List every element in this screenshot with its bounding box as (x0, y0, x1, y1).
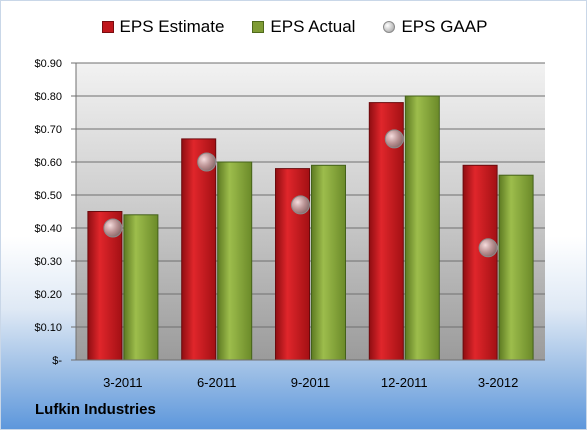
bar-eps-actual (404, 95, 440, 361)
legend-item-eps-estimate: EPS Estimate (101, 17, 225, 37)
bar-eps-estimate (462, 164, 498, 361)
x-tick-label: 3-2011 (103, 375, 143, 390)
y-tick-label: $0.30 (34, 256, 62, 268)
legend-label-eps-estimate: EPS Estimate (119, 17, 225, 36)
marker-eps-gaap (103, 218, 123, 238)
legend-item-eps-gaap: EPS GAAP (383, 17, 487, 37)
y-tick-label: $- (52, 355, 62, 367)
y-tick-label: $0.80 (34, 91, 62, 103)
y-tick-label: $0.20 (34, 289, 62, 301)
bar-eps-estimate (181, 138, 217, 361)
legend-label-eps-actual: EPS Actual (270, 17, 356, 36)
legend-swatch-eps-gaap (383, 21, 396, 33)
x-tick-label: 12-2011 (381, 375, 428, 390)
legend-swatch-eps-estimate (101, 21, 114, 33)
x-tick-label: 3-2012 (478, 375, 518, 390)
y-tick-label: $0.60 (34, 157, 62, 169)
y-tick-label: $0.40 (34, 223, 62, 235)
legend-swatch-eps-actual (252, 21, 265, 33)
y-tick-label: $0.70 (34, 124, 62, 136)
bar-eps-actual (123, 214, 159, 361)
x-tick-label: 9-2011 (291, 375, 331, 390)
y-tick-label: $0.50 (34, 190, 62, 202)
bar-eps-actual (311, 164, 346, 361)
bar-eps-actual (217, 161, 253, 361)
footer-company: Lufkin Industries (35, 401, 156, 418)
y-tick-label: $0.90 (34, 58, 62, 70)
marker-eps-gaap (291, 195, 310, 215)
marker-eps-gaap (197, 152, 217, 172)
marker-eps-gaap (478, 238, 498, 258)
legend-label-eps-gaap: EPS GAAP (401, 17, 488, 36)
bar-eps-actual (498, 174, 534, 361)
marker-eps-gaap (384, 129, 404, 149)
legend: EPS Estimate EPS Actual EPS GAAP (1, 17, 587, 37)
legend-item-eps-actual: EPS Actual (252, 17, 355, 37)
y-tick-label: $0.10 (34, 322, 62, 334)
x-tick-label: 6-2011 (197, 375, 237, 390)
